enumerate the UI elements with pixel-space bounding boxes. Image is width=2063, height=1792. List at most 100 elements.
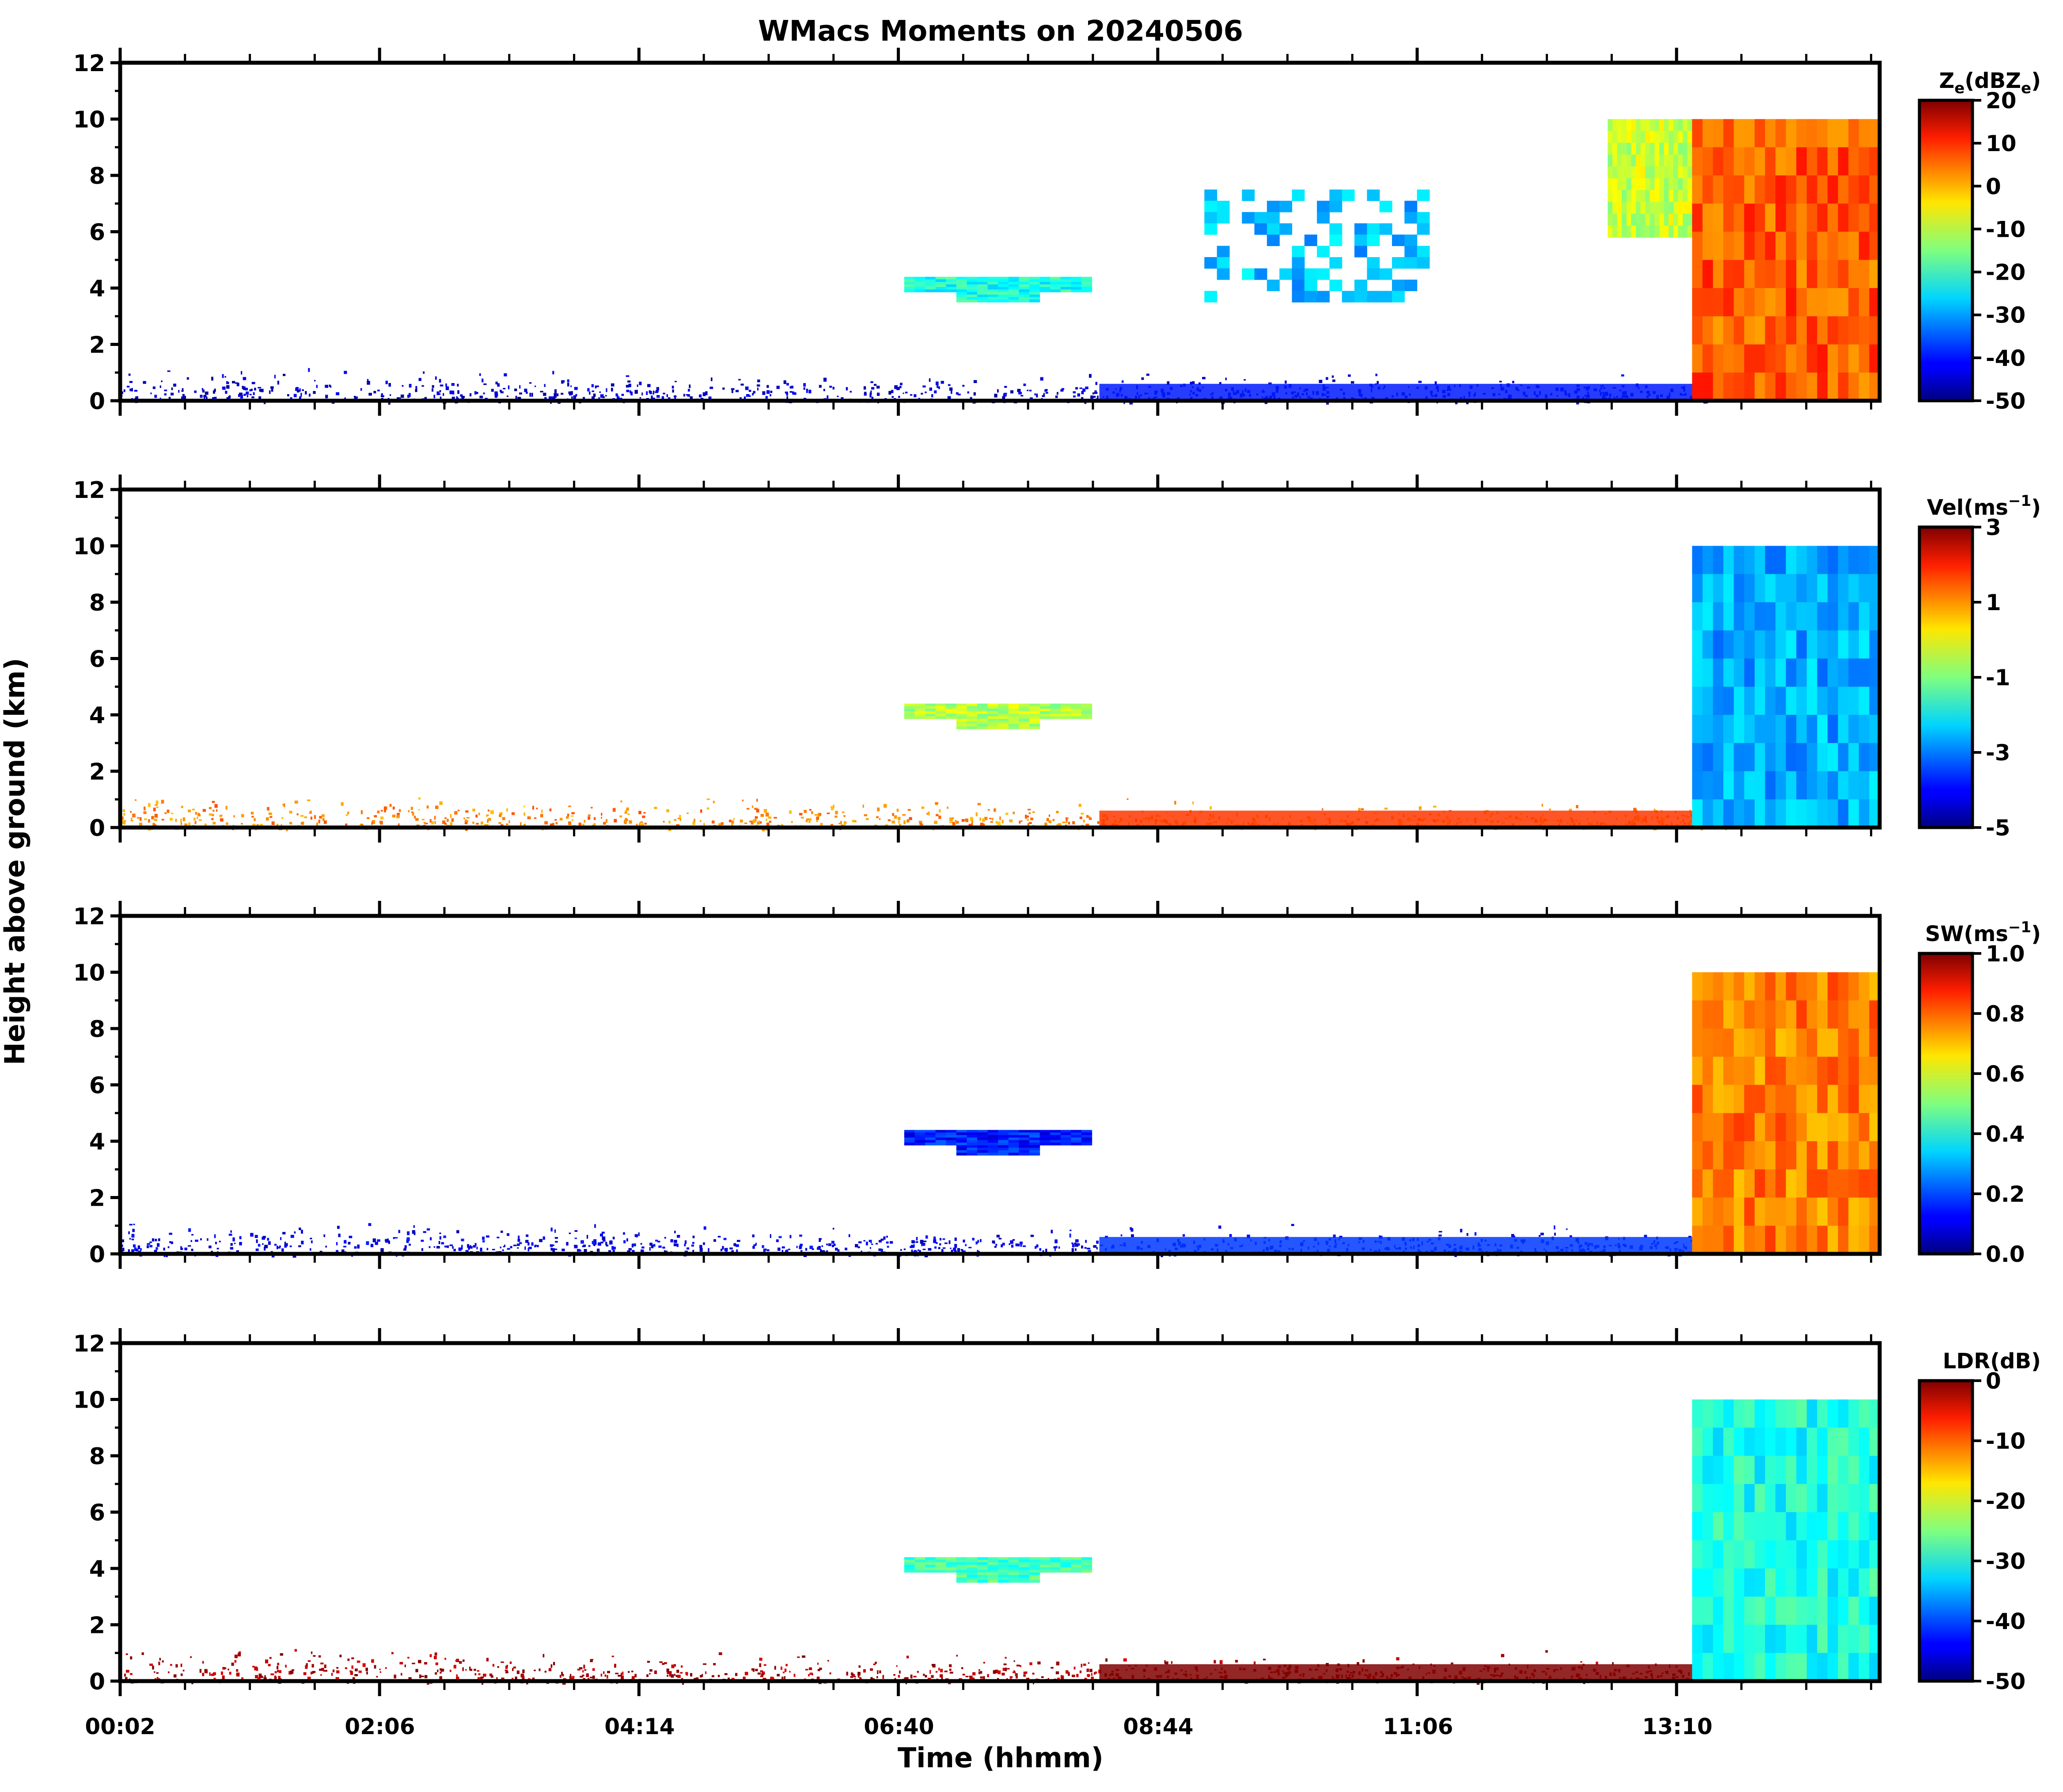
- bl-speck: [345, 814, 349, 816]
- cloud-cell: [977, 714, 988, 717]
- cloud-cell: [1029, 1140, 1040, 1143]
- cloud-cell: [1060, 1130, 1071, 1133]
- cloud-cell: [977, 703, 988, 706]
- bl-speck: [515, 1676, 517, 1680]
- cloud-cell: [1060, 1132, 1071, 1135]
- bl-speck: [254, 1666, 258, 1671]
- bl-speck: [733, 1243, 736, 1246]
- bl-speck: [837, 395, 839, 397]
- cloud-cell: [1329, 234, 1342, 246]
- bl-speck: [831, 806, 834, 810]
- cloud-cell: [1744, 1029, 1755, 1057]
- bl-speck: [209, 807, 212, 809]
- bl-speck: [791, 821, 793, 823]
- bl-speck: [1066, 817, 1068, 822]
- bl-speck: [262, 1237, 265, 1240]
- bl-speck: [671, 386, 674, 389]
- cloud-cell: [1765, 743, 1776, 772]
- cloud-cell: [1071, 1135, 1082, 1138]
- cloud-cell: [1796, 175, 1807, 204]
- cloud-cell: [1848, 972, 1859, 1001]
- cloud-cell: [1071, 716, 1082, 719]
- bl-speck: [523, 805, 525, 808]
- cloud-cell: [1848, 203, 1859, 232]
- bl-speck: [360, 810, 363, 814]
- bl-speck: [475, 814, 478, 818]
- cloud-cell: [1673, 119, 1679, 131]
- cloud-cell: [1733, 175, 1744, 204]
- colorbar-tick-label: 10: [1986, 131, 2017, 156]
- cloud-cell: [935, 284, 946, 287]
- bl-speck: [809, 1672, 813, 1675]
- bl-speck: [1146, 373, 1149, 376]
- bl-speck: [394, 1237, 398, 1239]
- cloud-cell: [1640, 166, 1646, 178]
- cloud-cell: [1050, 706, 1061, 709]
- cloud-cell: [1071, 709, 1082, 712]
- colorbar-tick-label: 0.8: [1986, 1001, 2025, 1027]
- bl-speck: [961, 819, 965, 822]
- cloud-cell: [1071, 287, 1082, 290]
- cloud-cell: [935, 289, 946, 292]
- cloud-cell: [1008, 1150, 1019, 1153]
- bl-speck: [246, 395, 248, 398]
- bl-speck: [979, 817, 981, 821]
- bl-speck: [129, 388, 133, 391]
- cloud-cell: [914, 711, 925, 714]
- bl-speck: [781, 1246, 785, 1249]
- bl-speck: [1580, 1661, 1582, 1663]
- bl-speck: [1350, 381, 1354, 384]
- cloud-cell: [1640, 119, 1646, 131]
- bl-speck: [1078, 804, 1081, 807]
- bl-speck: [294, 1231, 296, 1234]
- cloud-cell: [1612, 213, 1618, 226]
- bl-speck: [920, 1240, 924, 1244]
- cloud-cell: [1806, 799, 1818, 828]
- bl-speck: [194, 821, 197, 824]
- cloud-cell: [1081, 289, 1092, 292]
- cloud-cell: [1765, 175, 1776, 204]
- bl-speck: [938, 386, 940, 389]
- bl-speck: [151, 816, 154, 820]
- cloud-cell: [1848, 260, 1859, 289]
- bl-speck: [702, 392, 706, 396]
- cloud-cell: [1703, 602, 1714, 631]
- bl-speck: [339, 1655, 342, 1657]
- cloud-cell: [1622, 119, 1627, 131]
- bl-speck: [703, 1663, 707, 1665]
- bl-speck: [972, 1238, 975, 1241]
- cloud-cell: [1650, 166, 1655, 178]
- bl-speck: [161, 819, 164, 821]
- cloud-cell: [1379, 201, 1392, 213]
- cloud-cell: [956, 1145, 967, 1148]
- cloud-cell: [1848, 1141, 1859, 1170]
- cloud-cell: [1242, 212, 1255, 224]
- bl-speck: [465, 1669, 467, 1671]
- cloud-cell: [1622, 225, 1627, 238]
- bl-speck: [528, 1246, 532, 1249]
- cloud-cell: [1292, 246, 1305, 258]
- bl-speck: [898, 1674, 900, 1678]
- cloud-cell: [935, 287, 946, 290]
- bl-speck: [793, 1674, 796, 1677]
- cloud-cell: [914, 289, 925, 292]
- bl-speck: [1348, 374, 1351, 377]
- cloud-cell: [977, 1140, 988, 1143]
- bl-speck: [323, 820, 327, 824]
- cloud-cell: [1631, 225, 1636, 238]
- bl-speck: [664, 1237, 666, 1239]
- bl-speck: [584, 820, 586, 823]
- bl-speck: [490, 1675, 493, 1678]
- cloud-cell: [1664, 201, 1669, 214]
- bl-speck: [173, 383, 176, 387]
- bl-speck: [808, 390, 812, 394]
- bl-speck: [482, 1236, 485, 1240]
- cloud-cell: [1654, 131, 1660, 143]
- cloud-cell: [1744, 203, 1755, 232]
- bl-speck: [803, 383, 806, 387]
- bl-speck: [418, 809, 420, 811]
- cloud-cell: [904, 282, 915, 285]
- bl-speck: [752, 1234, 755, 1238]
- cloud-cell: [1659, 143, 1665, 155]
